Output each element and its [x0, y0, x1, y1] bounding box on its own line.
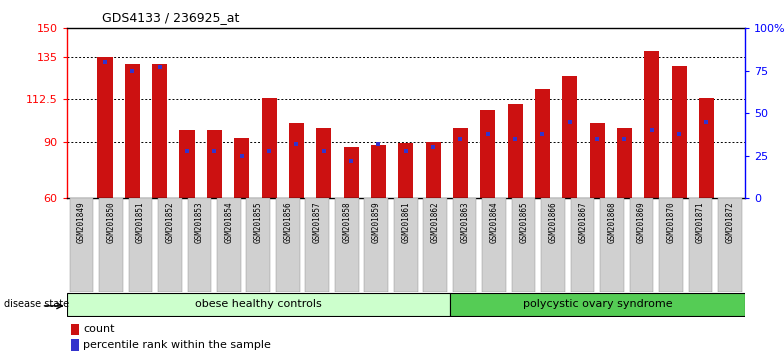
Text: GSM201872: GSM201872	[725, 201, 735, 243]
Text: GSM201856: GSM201856	[283, 201, 292, 243]
Text: percentile rank within the sample: percentile rank within the sample	[83, 340, 271, 350]
FancyBboxPatch shape	[601, 198, 624, 292]
Text: disease state: disease state	[4, 299, 69, 309]
FancyBboxPatch shape	[217, 198, 241, 292]
Bar	[644, 51, 659, 198]
Bar	[234, 138, 249, 198]
FancyBboxPatch shape	[689, 198, 713, 292]
Bar	[371, 145, 386, 198]
FancyBboxPatch shape	[246, 198, 270, 292]
Bar	[71, 324, 79, 335]
Bar	[535, 89, 550, 198]
Bar	[71, 339, 79, 350]
Bar	[316, 129, 331, 198]
Bar	[97, 57, 112, 198]
Text: GSM201862: GSM201862	[430, 201, 440, 243]
Bar	[481, 109, 495, 198]
FancyBboxPatch shape	[659, 198, 683, 292]
Text: GSM201854: GSM201854	[224, 201, 234, 243]
Bar	[426, 142, 441, 198]
Text: GSM201863: GSM201863	[460, 201, 469, 243]
Text: GSM201855: GSM201855	[254, 201, 263, 243]
FancyBboxPatch shape	[158, 198, 182, 292]
Bar	[507, 104, 523, 198]
Text: GSM201850: GSM201850	[107, 201, 115, 243]
Text: GSM201857: GSM201857	[313, 201, 321, 243]
FancyBboxPatch shape	[453, 198, 477, 292]
Text: GSM201864: GSM201864	[490, 201, 499, 243]
Text: GSM201865: GSM201865	[519, 201, 528, 243]
Bar	[398, 143, 413, 198]
FancyBboxPatch shape	[99, 198, 122, 292]
Text: GSM201849: GSM201849	[77, 201, 86, 243]
FancyBboxPatch shape	[423, 198, 447, 292]
Bar	[125, 64, 140, 198]
Text: GSM201858: GSM201858	[343, 201, 351, 243]
FancyBboxPatch shape	[718, 198, 742, 292]
Text: GSM201852: GSM201852	[165, 201, 174, 243]
Text: GSM201870: GSM201870	[666, 201, 676, 243]
FancyBboxPatch shape	[365, 198, 388, 292]
Bar	[180, 130, 194, 198]
Text: GSM201867: GSM201867	[578, 201, 587, 243]
Bar	[590, 123, 604, 198]
FancyBboxPatch shape	[394, 198, 418, 292]
FancyBboxPatch shape	[276, 198, 299, 292]
FancyBboxPatch shape	[306, 198, 329, 292]
Text: obese healthy controls: obese healthy controls	[195, 299, 321, 309]
FancyBboxPatch shape	[630, 198, 653, 292]
Text: GSM201869: GSM201869	[637, 201, 646, 243]
Text: GSM201868: GSM201868	[608, 201, 617, 243]
Bar	[699, 98, 714, 198]
Text: GDS4133 / 236925_at: GDS4133 / 236925_at	[102, 11, 239, 24]
Text: GSM201851: GSM201851	[136, 201, 145, 243]
FancyBboxPatch shape	[129, 198, 152, 292]
FancyBboxPatch shape	[70, 198, 93, 292]
Text: GSM201859: GSM201859	[372, 201, 381, 243]
Text: GSM201853: GSM201853	[194, 201, 204, 243]
Bar	[67, 293, 450, 315]
Bar	[562, 75, 577, 198]
Bar	[453, 129, 468, 198]
Text: GSM201861: GSM201861	[401, 201, 410, 243]
Text: count: count	[83, 324, 114, 334]
Bar	[343, 147, 358, 198]
Bar	[672, 66, 687, 198]
Bar	[207, 130, 222, 198]
FancyBboxPatch shape	[482, 198, 506, 292]
Bar	[617, 129, 632, 198]
Bar	[262, 98, 277, 198]
Bar	[152, 64, 167, 198]
Bar	[289, 123, 304, 198]
Text: GSM201866: GSM201866	[549, 201, 557, 243]
Text: polycystic ovary syndrome: polycystic ovary syndrome	[523, 299, 672, 309]
FancyBboxPatch shape	[512, 198, 535, 292]
FancyBboxPatch shape	[541, 198, 565, 292]
FancyBboxPatch shape	[187, 198, 211, 292]
FancyBboxPatch shape	[571, 198, 594, 292]
Bar	[450, 293, 745, 315]
FancyBboxPatch shape	[335, 198, 358, 292]
Text: GSM201871: GSM201871	[696, 201, 705, 243]
